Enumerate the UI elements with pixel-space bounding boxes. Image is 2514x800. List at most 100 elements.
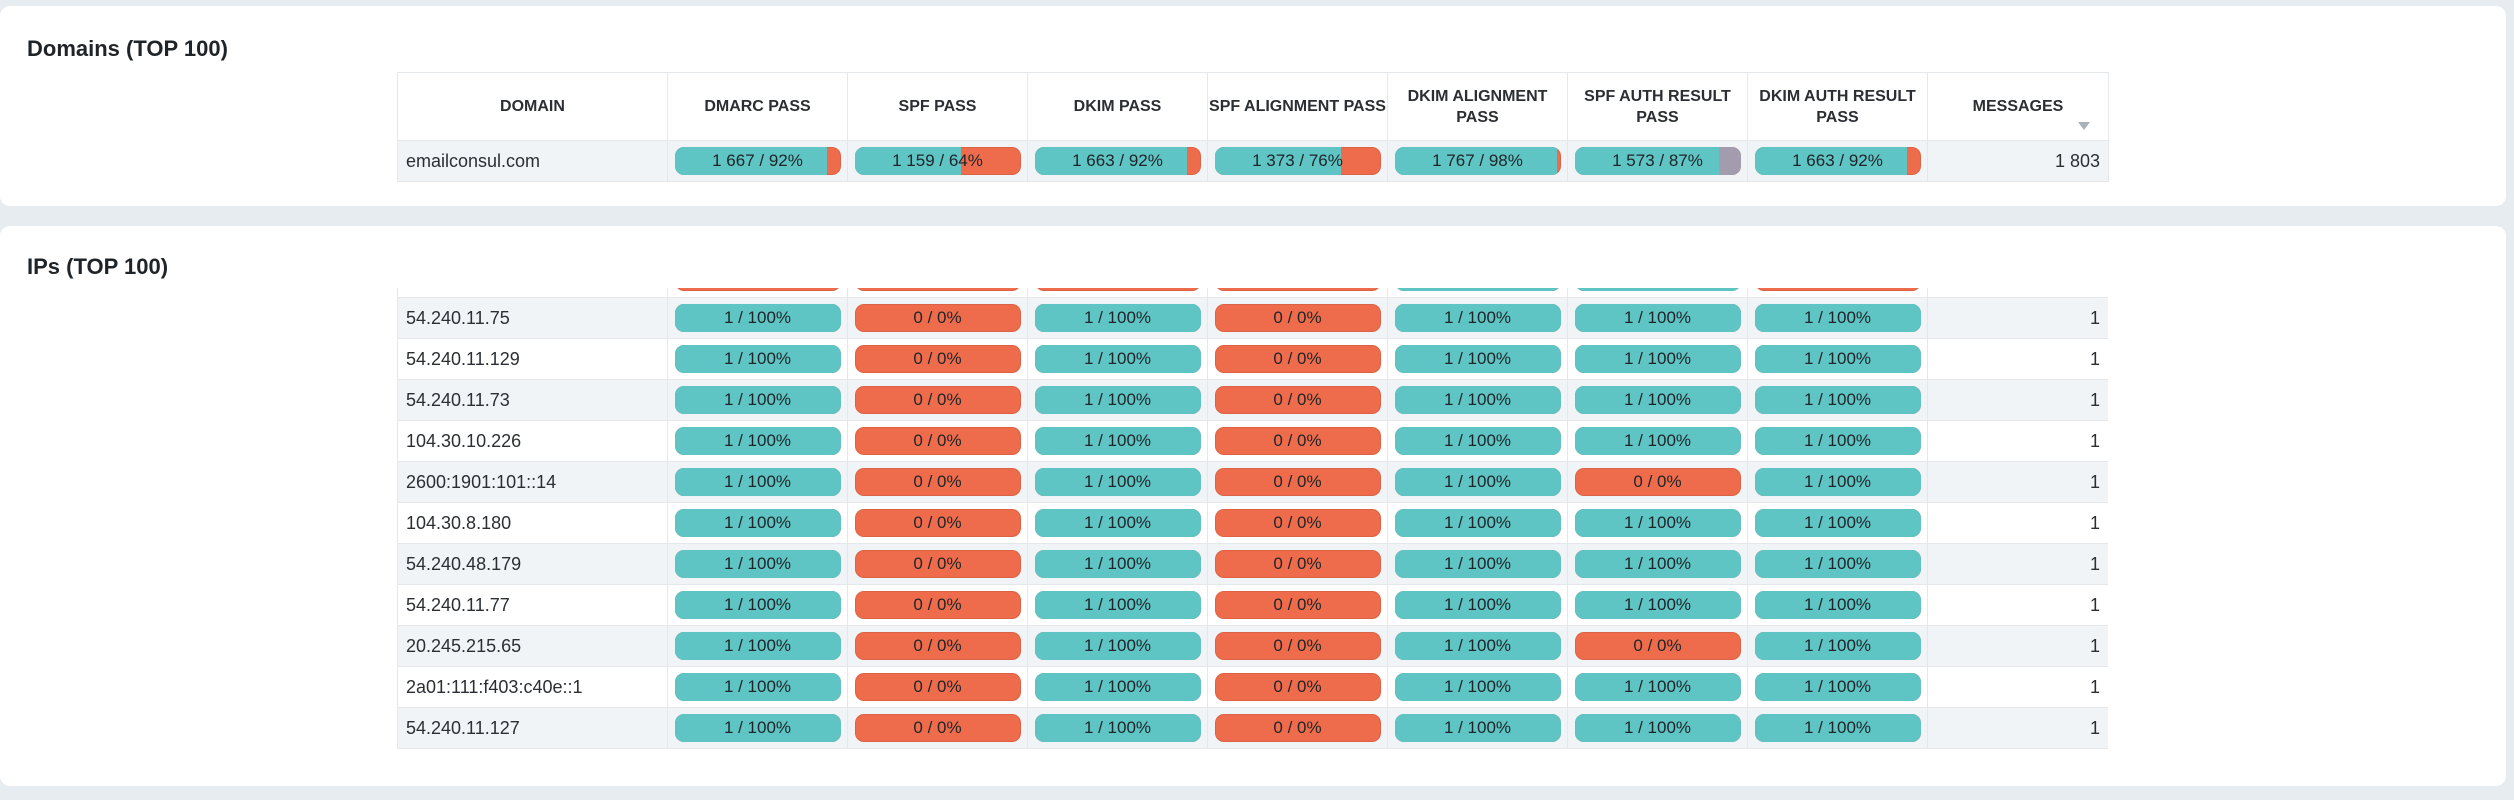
table-row[interactable]: 54.240.11.75 1 / 100% 0 / 0% 1 / 100% 0 / 0%… [397,297,2108,339]
pass-rate-bar[interactable]: 1 573 / 87% [1574,147,1741,175]
sort-descending-icon[interactable] [2078,122,2090,130]
table-row[interactable]: 104.30.10.226 1 / 100% 0 / 0% 1 / 100% 0 / 0… [397,420,2108,462]
pass-rate-bar[interactable]: 0 / 0% [854,550,1021,578]
column-header-dkim-alignment-pass[interactable]: DKIM ALIGNMENT PASS [1387,72,1568,141]
pass-rate-bar[interactable]: 0 / 0% [854,714,1021,742]
pass-rate-bar[interactable]: 1 / 100% [1574,591,1741,619]
pass-rate-bar[interactable]: 0 / 0% [1214,509,1381,537]
pass-rate-bar[interactable]: 1 / 100% [1034,386,1201,414]
pass-rate-bar[interactable]: 1 663 / 92% [1034,147,1201,175]
pass-rate-bar[interactable]: 1 / 100% [1034,714,1201,742]
pass-rate-bar[interactable]: 0 / 0% [1214,468,1381,496]
pass-rate-bar[interactable]: 1 / 100% [674,386,841,414]
pass-rate-bar[interactable]: 1 / 100% [674,591,841,619]
pass-rate-bar[interactable]: 1 / 100% [1034,427,1201,455]
pass-rate-bar[interactable]: 1 / 100% [1574,345,1741,373]
column-header-spf-auth-result-pass[interactable]: SPF AUTH RESULT PASS [1567,72,1748,141]
pass-rate-bar[interactable]: 1 / 100% [1574,427,1741,455]
pass-rate-bar[interactable]: 1 / 100% [1034,509,1201,537]
pass-rate-bar[interactable]: 1 / 100% [1754,550,1921,578]
pass-rate-bar[interactable]: 1 / 100% [1754,673,1921,701]
pass-rate-bar[interactable]: 1 / 100% [1574,509,1741,537]
pass-rate-bar[interactable]: 1 / 100% [1394,427,1561,455]
column-header-dmarc-pass[interactable]: DMARC PASS [667,72,848,141]
pass-rate-bar[interactable]: 0 / 0% [1214,714,1381,742]
pass-rate-bar[interactable]: 1 / 100% [674,345,841,373]
pass-rate-bar[interactable]: 0 / 0% [1214,304,1381,332]
pass-rate-bar[interactable] [1034,288,1201,291]
column-header-dkim-pass[interactable]: DKIM PASS [1027,72,1208,141]
pass-rate-bar[interactable]: 1 / 100% [1574,386,1741,414]
pass-rate-bar[interactable]: 1 / 100% [674,509,841,537]
pass-rate-bar[interactable]: 1 / 100% [1754,345,1921,373]
pass-rate-bar[interactable]: 0 / 0% [854,591,1021,619]
pass-rate-bar[interactable]: 1 / 100% [674,550,841,578]
pass-rate-bar[interactable]: 1 / 100% [1394,304,1561,332]
pass-rate-bar[interactable]: 1 667 / 92% [674,147,841,175]
pass-rate-bar[interactable]: 0 / 0% [854,468,1021,496]
pass-rate-bar[interactable]: 0 / 0% [854,386,1021,414]
pass-rate-bar[interactable]: 0 / 0% [1214,550,1381,578]
pass-rate-bar[interactable]: 1 / 100% [1754,468,1921,496]
pass-rate-bar[interactable]: 1 / 100% [1754,632,1921,660]
pass-rate-bar[interactable]: 1 / 100% [1394,550,1561,578]
pass-rate-bar[interactable]: 1 / 100% [1394,509,1561,537]
pass-rate-bar[interactable]: 1 663 / 92% [1754,147,1921,175]
pass-rate-bar[interactable]: 1 / 100% [1574,304,1741,332]
table-row[interactable]: 54.240.11.77 1 / 100% 0 / 0% 1 / 100% 0 / 0%… [397,584,2108,626]
pass-rate-bar[interactable]: 1 / 100% [1034,550,1201,578]
pass-rate-bar[interactable]: 1 / 100% [674,632,841,660]
pass-rate-bar[interactable]: 1 / 100% [1394,714,1561,742]
pass-rate-bar[interactable]: 1 / 100% [674,468,841,496]
pass-rate-bar[interactable]: 1 373 / 76% [1214,147,1381,175]
pass-rate-bar[interactable]: 1 / 100% [1394,386,1561,414]
pass-rate-bar[interactable]: 1 / 100% [674,427,841,455]
pass-rate-bar[interactable]: 0 / 0% [1574,468,1741,496]
pass-rate-bar[interactable]: 0 / 0% [854,632,1021,660]
pass-rate-bar[interactable]: 1 / 100% [1754,304,1921,332]
pass-rate-bar[interactable]: 1 / 100% [674,304,841,332]
pass-rate-bar[interactable]: 1 / 100% [1394,632,1561,660]
pass-rate-bar[interactable]: 1 / 100% [1394,468,1561,496]
pass-rate-bar[interactable]: 1 / 100% [1034,468,1201,496]
pass-rate-bar[interactable]: 1 / 100% [1754,591,1921,619]
pass-rate-bar[interactable]: 1 767 / 98% [1394,147,1561,175]
pass-rate-bar[interactable]: 1 / 100% [1034,632,1201,660]
pass-rate-bar[interactable] [1214,288,1381,291]
pass-rate-bar[interactable]: 1 / 100% [1394,345,1561,373]
pass-rate-bar[interactable]: 1 / 100% [1034,304,1201,332]
pass-rate-bar[interactable]: 1 / 100% [1574,673,1741,701]
ips-table-scroll-area[interactable]: 54.240.11.75 1 / 100% 0 / 0% 1 / 100% 0 / 0%… [397,288,2108,762]
pass-rate-bar[interactable]: 1 / 100% [674,673,841,701]
pass-rate-bar[interactable] [674,288,841,291]
pass-rate-bar[interactable]: 0 / 0% [1214,591,1381,619]
column-header-domain[interactable]: DOMAIN [397,72,668,141]
pass-rate-bar[interactable]: 1 / 100% [1394,591,1561,619]
pass-rate-bar[interactable]: 1 / 100% [1574,550,1741,578]
pass-rate-bar[interactable]: 1 / 100% [1034,345,1201,373]
pass-rate-bar[interactable]: 0 / 0% [1214,427,1381,455]
table-row[interactable]: 20.245.215.65 1 / 100% 0 / 0% 1 / 100% 0 / 0… [397,625,2108,667]
pass-rate-bar[interactable]: 0 / 0% [1214,632,1381,660]
pass-rate-bar[interactable] [1754,288,1921,291]
pass-rate-bar[interactable]: 0 / 0% [1214,673,1381,701]
table-row[interactable]: 54.240.11.129 1 / 100% 0 / 0% 1 / 100% 0 / 0… [397,338,2108,380]
pass-rate-bar[interactable]: 1 / 100% [1394,673,1561,701]
pass-rate-bar[interactable]: 1 / 100% [1754,427,1921,455]
table-row[interactable]: 2a01:111:f403:c40e::1 1 / 100% 0 / 0% 1 / 1… [397,666,2108,708]
pass-rate-bar[interactable]: 0 / 0% [1214,345,1381,373]
pass-rate-bar[interactable]: 1 / 100% [1754,714,1921,742]
pass-rate-bar[interactable]: 0 / 0% [854,673,1021,701]
pass-rate-bar[interactable]: 0 / 0% [1214,386,1381,414]
pass-rate-bar[interactable] [1394,288,1561,291]
column-header-spf-alignment-pass[interactable]: SPF ALIGNMENT PASS [1207,72,1388,141]
column-header-spf-pass[interactable]: SPF PASS [847,72,1028,141]
pass-rate-bar[interactable] [1574,288,1741,291]
column-header-dkim-auth-result-pass[interactable]: DKIM AUTH RESULT PASS [1747,72,1928,141]
pass-rate-bar[interactable]: 0 / 0% [854,345,1021,373]
pass-rate-bar[interactable]: 1 / 100% [1754,509,1921,537]
table-row[interactable]: emailconsul.com 1 667 / 92% 1 159 / 64% 1 6… [397,140,2109,182]
pass-rate-bar[interactable]: 0 / 0% [1574,632,1741,660]
pass-rate-bar[interactable]: 1 / 100% [674,714,841,742]
pass-rate-bar[interactable]: 1 / 100% [1034,591,1201,619]
